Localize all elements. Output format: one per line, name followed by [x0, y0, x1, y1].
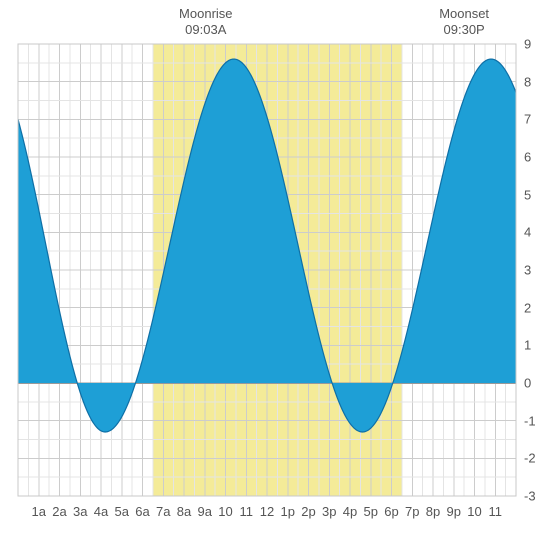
x-tick-label: 6p [384, 504, 398, 519]
top-label-time: 09:30P [434, 22, 494, 38]
y-tick-label: 9 [524, 37, 531, 52]
x-tick-label: 5a [115, 504, 129, 519]
x-tick-label: 2p [301, 504, 315, 519]
x-tick-label: 8p [426, 504, 440, 519]
x-tick-label: 3p [322, 504, 336, 519]
y-tick-label: 3 [524, 263, 531, 278]
y-tick-label: 5 [524, 187, 531, 202]
x-tick-label: 12 [260, 504, 274, 519]
x-tick-label: 8a [177, 504, 191, 519]
x-tick-label: 9p [447, 504, 461, 519]
top-label-title: Moonrise [176, 6, 236, 22]
moonrise-label: Moonrise09:03A [176, 6, 236, 39]
moonset-label: Moonset09:30P [434, 6, 494, 39]
y-tick-label: 1 [524, 338, 531, 353]
x-tick-label: 5p [364, 504, 378, 519]
x-tick-label: 4p [343, 504, 357, 519]
x-tick-label: 1a [32, 504, 46, 519]
x-tick-label: 2a [52, 504, 66, 519]
y-tick-label: 0 [524, 376, 531, 391]
x-tick-label: 6a [135, 504, 149, 519]
x-tick-label: 10 [218, 504, 232, 519]
top-label-time: 09:03A [176, 22, 236, 38]
x-tick-label: 7p [405, 504, 419, 519]
x-tick-label: 11 [489, 504, 503, 519]
x-tick-label: 7a [156, 504, 170, 519]
x-tick-label: 10 [467, 504, 481, 519]
x-tick-label: 3a [73, 504, 87, 519]
top-label-title: Moonset [434, 6, 494, 22]
y-tick-label: 7 [524, 112, 531, 127]
y-tick-label: -1 [524, 413, 536, 428]
y-tick-label: -2 [524, 451, 536, 466]
x-tick-label: 4a [94, 504, 108, 519]
y-tick-label: 4 [524, 225, 531, 240]
y-tick-label: -3 [524, 489, 536, 504]
y-tick-label: 2 [524, 300, 531, 315]
y-tick-label: 8 [524, 74, 531, 89]
y-tick-label: 6 [524, 150, 531, 165]
x-tick-label: 11 [240, 504, 254, 519]
x-tick-label: 1p [281, 504, 295, 519]
chart-svg [0, 0, 550, 550]
x-tick-label: 9a [198, 504, 212, 519]
tide-chart: 1a2a3a4a5a6a7a8a9a1011121p2p3p4p5p6p7p8p… [0, 0, 550, 550]
